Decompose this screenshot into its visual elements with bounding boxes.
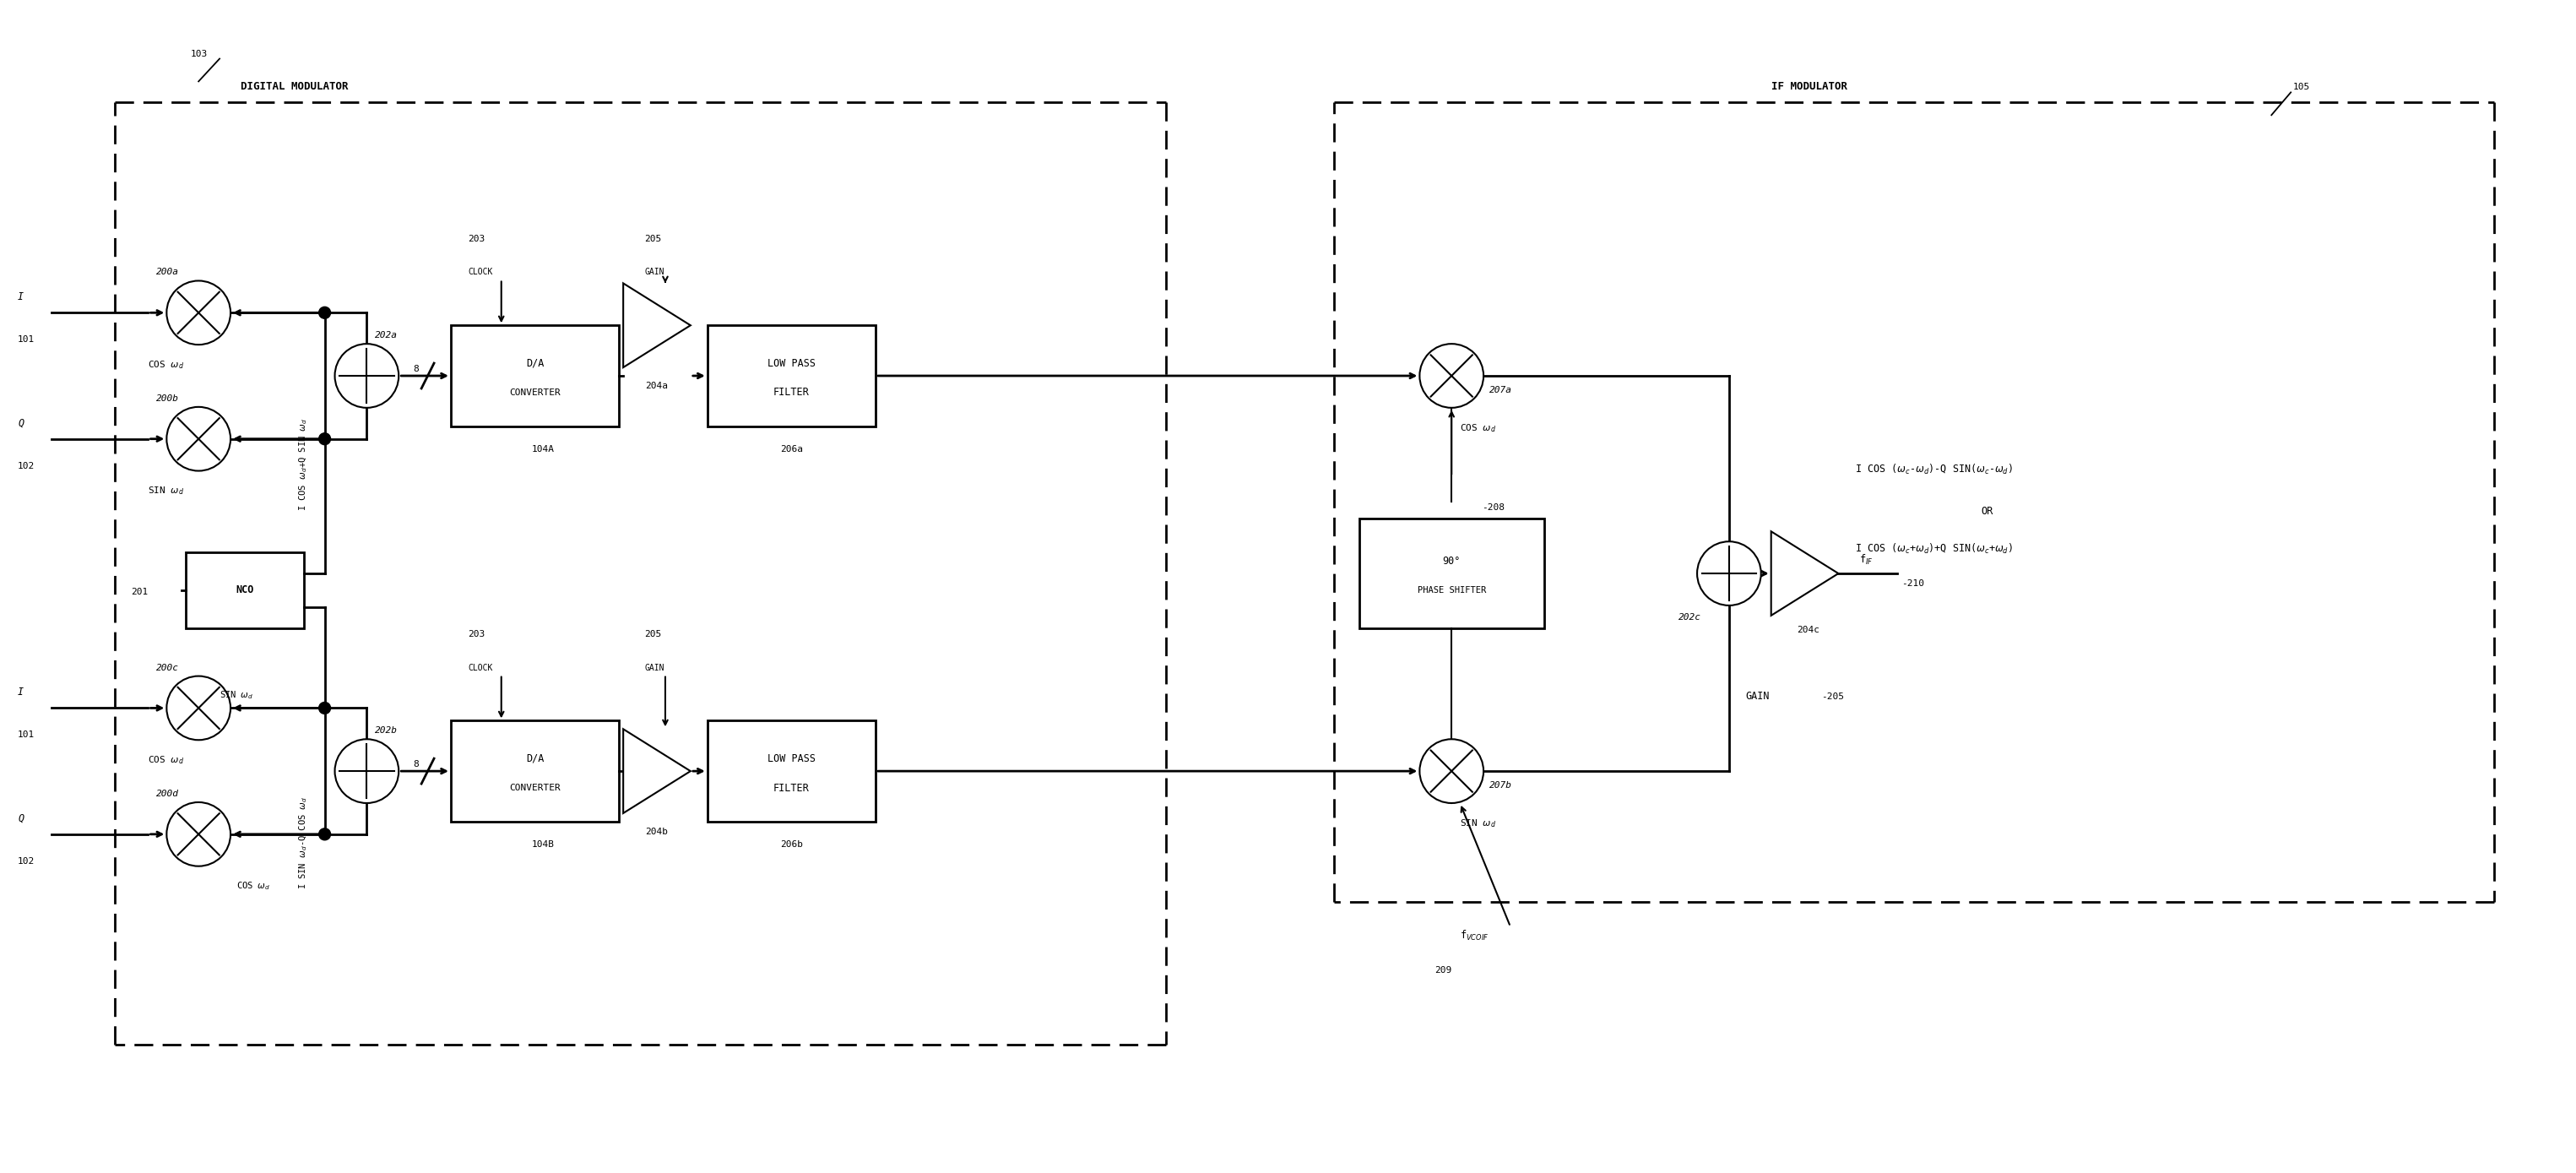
Text: 200c: 200c bbox=[157, 664, 180, 672]
Text: 205: 205 bbox=[644, 235, 662, 243]
Text: CLOCK: CLOCK bbox=[469, 269, 492, 277]
Text: CONVERTER: CONVERTER bbox=[510, 388, 562, 396]
Text: CONVERTER: CONVERTER bbox=[510, 784, 562, 792]
Circle shape bbox=[319, 307, 330, 319]
Circle shape bbox=[319, 703, 330, 714]
Text: 207b: 207b bbox=[1489, 781, 1512, 789]
Circle shape bbox=[319, 828, 330, 840]
Text: 204b: 204b bbox=[647, 827, 667, 836]
Text: 8: 8 bbox=[412, 760, 420, 768]
Circle shape bbox=[167, 407, 229, 470]
Circle shape bbox=[167, 280, 229, 345]
Text: I COS $\omega_d$+Q SIN $\omega_d$: I COS $\omega_d$+Q SIN $\omega_d$ bbox=[299, 418, 309, 511]
Text: PHASE SHIFTER: PHASE SHIFTER bbox=[1417, 586, 1486, 595]
Text: COS $\omega_d$: COS $\omega_d$ bbox=[147, 754, 185, 766]
Text: CLOCK: CLOCK bbox=[469, 664, 492, 672]
Text: 202a: 202a bbox=[376, 331, 397, 340]
Text: 200a: 200a bbox=[157, 269, 180, 277]
Text: LOW PASS: LOW PASS bbox=[768, 753, 817, 764]
Text: 200d: 200d bbox=[157, 789, 180, 798]
Circle shape bbox=[335, 739, 399, 804]
Bar bbox=[451, 720, 618, 821]
Bar bbox=[708, 325, 876, 426]
Text: NCO: NCO bbox=[237, 585, 255, 596]
Text: SIN $\omega_d$: SIN $\omega_d$ bbox=[1461, 818, 1497, 829]
Polygon shape bbox=[623, 283, 690, 367]
Text: I COS ($\omega_c$+$\omega_d$)+Q SIN($\omega_c$+$\omega_d$): I COS ($\omega_c$+$\omega_d$)+Q SIN($\om… bbox=[1855, 542, 2014, 556]
Text: I COS ($\omega_c$-$\omega_d$)-Q SIN($\omega_c$-$\omega_d$): I COS ($\omega_c$-$\omega_d$)-Q SIN($\om… bbox=[1855, 462, 2014, 476]
Text: IF MODULATOR: IF MODULATOR bbox=[1772, 81, 1847, 93]
Text: Q: Q bbox=[18, 813, 23, 825]
Text: 102: 102 bbox=[18, 857, 36, 866]
Text: LOW PASS: LOW PASS bbox=[768, 358, 817, 368]
Text: 206a: 206a bbox=[781, 445, 804, 453]
Text: 204c: 204c bbox=[1795, 625, 1819, 635]
Text: SIN $\omega_d$: SIN $\omega_d$ bbox=[219, 690, 252, 701]
Text: 203: 203 bbox=[469, 630, 484, 638]
Text: COS $\omega_d$: COS $\omega_d$ bbox=[237, 881, 270, 893]
Text: 8: 8 bbox=[412, 365, 420, 373]
Text: SIN $\omega_d$: SIN $\omega_d$ bbox=[147, 486, 185, 497]
Text: 202b: 202b bbox=[376, 726, 397, 735]
Text: -205: -205 bbox=[1821, 693, 1844, 701]
Text: 90°: 90° bbox=[1443, 555, 1461, 567]
Text: 209: 209 bbox=[1435, 967, 1453, 975]
Text: 202c: 202c bbox=[1680, 613, 1700, 622]
Text: 101: 101 bbox=[18, 335, 36, 344]
Circle shape bbox=[1419, 344, 1484, 408]
Text: 105: 105 bbox=[2293, 83, 2311, 91]
Text: GAIN: GAIN bbox=[1747, 691, 1770, 703]
Text: GAIN: GAIN bbox=[644, 269, 665, 277]
Circle shape bbox=[319, 433, 330, 445]
Text: OR: OR bbox=[1981, 506, 1994, 517]
Text: D/A: D/A bbox=[526, 753, 544, 764]
Text: I SIN $\omega_d$-Q COS $\omega_d$: I SIN $\omega_d$-Q COS $\omega_d$ bbox=[299, 796, 309, 889]
Text: 204a: 204a bbox=[647, 381, 667, 391]
Text: 101: 101 bbox=[18, 731, 36, 739]
Text: I: I bbox=[18, 687, 23, 698]
Text: f$_{VCOIF}$: f$_{VCOIF}$ bbox=[1461, 929, 1489, 943]
Text: COS $\omega_d$: COS $\omega_d$ bbox=[1461, 422, 1497, 434]
Text: 207a: 207a bbox=[1489, 386, 1512, 394]
Text: 200b: 200b bbox=[157, 394, 180, 402]
Text: 201: 201 bbox=[131, 588, 149, 596]
Text: I: I bbox=[18, 292, 23, 303]
Text: GAIN: GAIN bbox=[644, 664, 665, 672]
Text: FILTER: FILTER bbox=[773, 387, 809, 398]
Text: 203: 203 bbox=[469, 235, 484, 243]
Circle shape bbox=[167, 802, 229, 866]
Circle shape bbox=[167, 676, 229, 740]
Text: DIGITAL MODULATOR: DIGITAL MODULATOR bbox=[240, 81, 348, 93]
Circle shape bbox=[1419, 739, 1484, 804]
Circle shape bbox=[1698, 542, 1762, 605]
Text: -208: -208 bbox=[1481, 503, 1504, 513]
Text: 104B: 104B bbox=[533, 840, 554, 848]
Bar bbox=[451, 325, 618, 426]
Text: COS $\omega_d$: COS $\omega_d$ bbox=[147, 359, 185, 371]
Polygon shape bbox=[1772, 531, 1839, 616]
Text: 102: 102 bbox=[18, 461, 36, 470]
Text: 103: 103 bbox=[191, 49, 206, 57]
Text: FILTER: FILTER bbox=[773, 782, 809, 793]
Text: D/A: D/A bbox=[526, 358, 544, 368]
Bar bbox=[708, 720, 876, 821]
Text: 206b: 206b bbox=[781, 840, 804, 848]
Text: 205: 205 bbox=[644, 630, 662, 638]
Text: Q: Q bbox=[18, 418, 23, 429]
Bar bbox=[1360, 518, 1543, 628]
Polygon shape bbox=[623, 730, 690, 813]
Circle shape bbox=[335, 344, 399, 408]
Text: -210: -210 bbox=[1901, 579, 1924, 588]
Text: f$_{IF}$: f$_{IF}$ bbox=[1860, 554, 1873, 567]
Bar bbox=[185, 552, 304, 628]
Text: 104A: 104A bbox=[533, 445, 554, 453]
